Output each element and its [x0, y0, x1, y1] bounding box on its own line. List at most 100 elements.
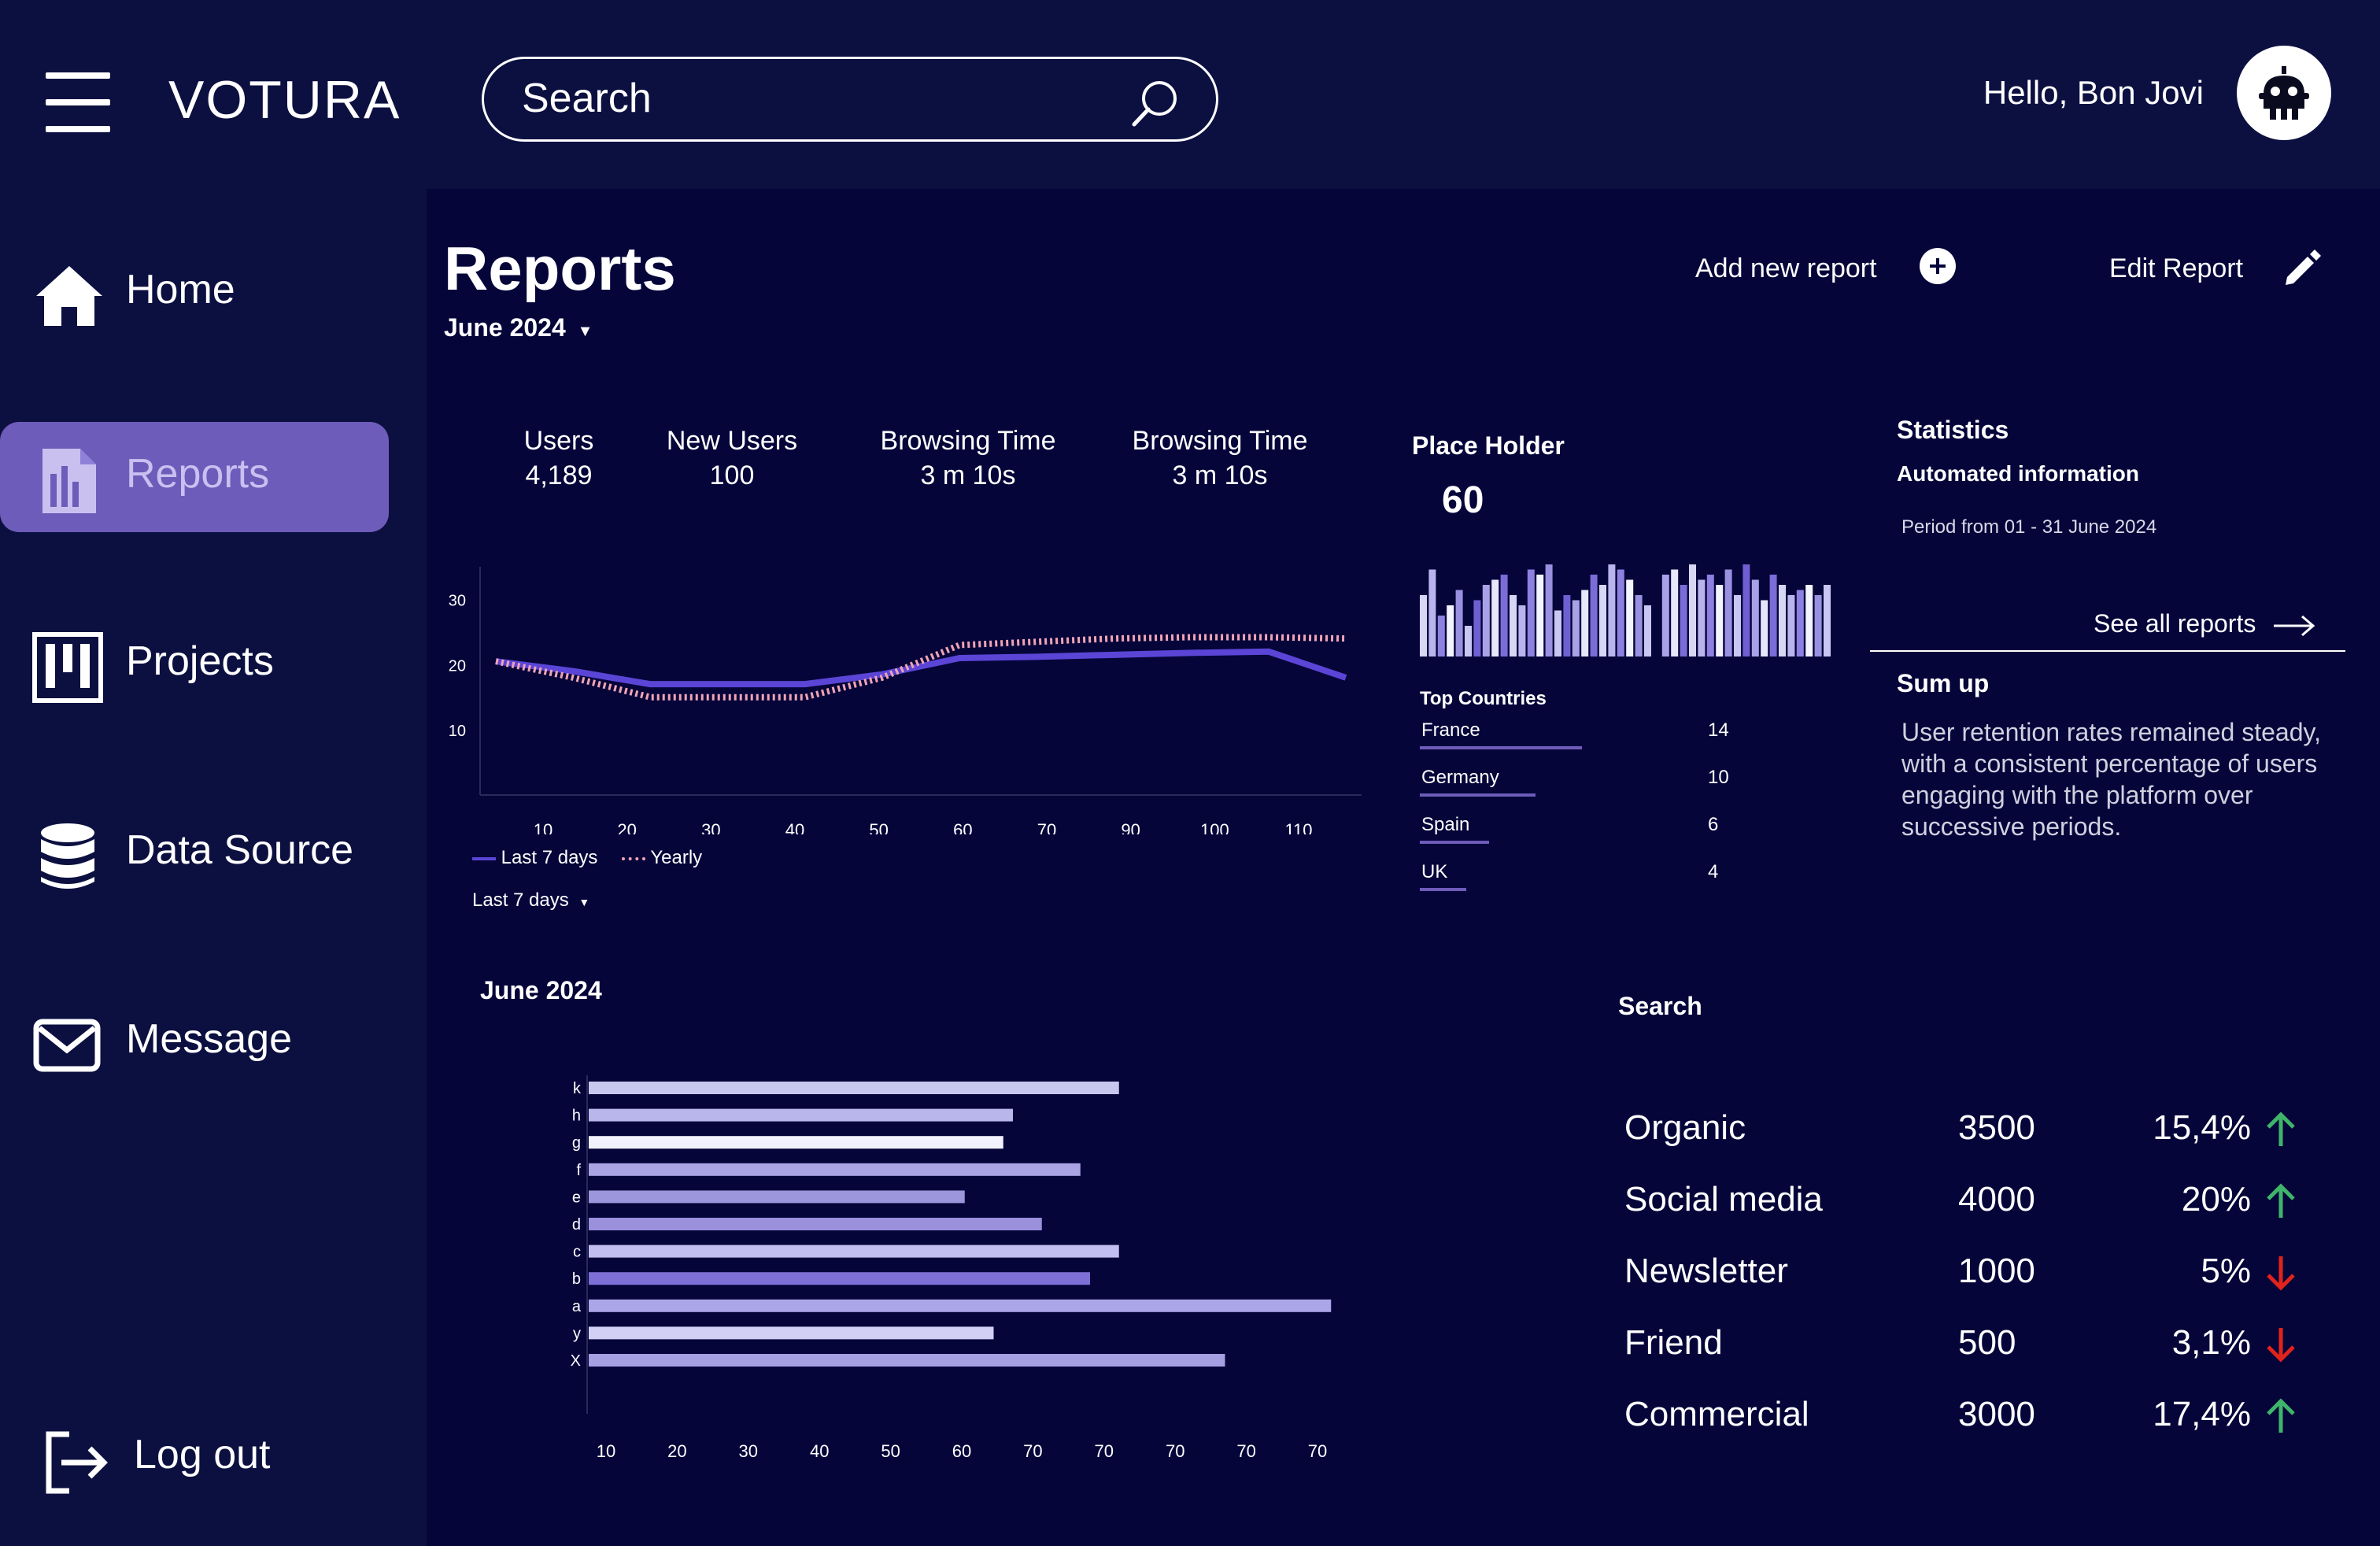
category-label: d [572, 1216, 581, 1233]
bar-d [589, 1218, 1042, 1230]
pencil-icon[interactable] [2281, 246, 2323, 288]
mini-bar [1500, 575, 1508, 656]
mini-bar [1473, 600, 1481, 656]
mini-bar [1465, 626, 1472, 656]
mini-bar [1572, 600, 1580, 656]
mini-bar [1554, 610, 1561, 656]
mini-bar [1644, 605, 1651, 656]
mini-bar [1626, 579, 1634, 656]
country-bar [1420, 841, 1490, 844]
country-bar [1420, 793, 1536, 797]
logout-button[interactable]: Log out [0, 1403, 389, 1513]
arrow-down-icon [2267, 1328, 2295, 1363]
source-name: Social media [1624, 1180, 1823, 1219]
mini-bar [1455, 590, 1463, 656]
menu-icon[interactable] [46, 72, 110, 132]
sumup-text: User retention rates remained steady, wi… [1901, 718, 2321, 841]
countries-list: France 14 Germany 10 Spain 6 UK 4 [1420, 718, 1750, 907]
y-tick-label: 20 [449, 657, 466, 675]
mini-bar [1661, 575, 1669, 656]
bar-e [589, 1190, 965, 1204]
add-report-button[interactable]: Add new report [1695, 253, 1877, 284]
x-tick-label: 40 [810, 1441, 829, 1461]
mini-bar [1824, 585, 1831, 656]
category-label: g [572, 1134, 581, 1152]
mini-bar [1751, 579, 1759, 656]
x-tick-label: 30 [739, 1441, 758, 1461]
search-icon[interactable] [1128, 75, 1183, 130]
sumup-title: Sum up [1897, 669, 1990, 697]
kpi-value: 3 m 10s [920, 460, 1016, 490]
country-value: 10 [1708, 767, 1729, 788]
category-label: c [573, 1244, 581, 1261]
mini-bar [1437, 616, 1445, 656]
mini-bar [1787, 595, 1795, 656]
mini-bar [1724, 569, 1732, 656]
brand-logo-text: VOTURA [168, 70, 401, 130]
bar-a [589, 1299, 1332, 1312]
see-all-label: See all reports [2094, 609, 2256, 638]
source-name: Friend [1624, 1323, 1723, 1362]
legend-swatch-last7 [472, 856, 496, 860]
kpi-users: Users 4,189 [504, 423, 614, 493]
sidebar-item-label: Projects [126, 638, 274, 684]
mini-bar [1482, 585, 1490, 656]
category-label: k [573, 1080, 582, 1097]
x-tick-label: 70 [1236, 1441, 1255, 1461]
kpi-browsing-time: Browsing Time 3 m 10s [858, 423, 1078, 493]
bar-chart-title: June 2024 [480, 976, 602, 1004]
bar-c [589, 1245, 1119, 1258]
mail-icon [33, 1019, 101, 1072]
edit-report-button[interactable]: Edit Report [2109, 253, 2243, 284]
country-row: UK 4 [1420, 860, 1750, 907]
top-countries-label: Top Countries [1420, 688, 1547, 709]
mini-bar [1527, 569, 1535, 656]
x-tick-label: 10 [534, 820, 552, 834]
statistics-period: Period from 01 - 31 June 2024 [1901, 516, 2157, 538]
kpi-value: 100 [709, 460, 755, 490]
projects-icon [32, 632, 103, 703]
bar-X [589, 1354, 1225, 1367]
edit-report-label: Edit Report [2109, 253, 2244, 283]
sidebar-item-home[interactable]: Home [0, 238, 389, 348]
y-tick-label: 30 [449, 592, 466, 609]
x-tick-label: 60 [953, 820, 972, 834]
x-tick-label: 70 [1166, 1441, 1184, 1461]
x-tick-label: 20 [667, 1441, 686, 1461]
x-tick-label: 110 [1284, 820, 1312, 834]
sidebar-item-data-source[interactable]: Data Source [0, 798, 389, 908]
sidebar-item-reports[interactable]: Reports [0, 422, 389, 532]
sidebar-item-projects[interactable]: Projects [0, 609, 389, 719]
category-label: b [572, 1270, 581, 1288]
table-row: Organic 3500 15,4% [1624, 1102, 2333, 1174]
period-selector[interactable]: June 2024 ▼ [444, 313, 593, 342]
source-percentage: 20% [2181, 1180, 2251, 1219]
source-count: 3500 [1958, 1108, 2035, 1147]
caret-down-icon: ▼ [577, 323, 593, 340]
database-icon [41, 823, 94, 889]
kpi-label: Browsing Time [880, 426, 1056, 456]
range-selector[interactable]: Last 7 days ▼ [472, 890, 589, 912]
category-label: f [576, 1162, 581, 1179]
mini-bar [1581, 590, 1589, 656]
country-value: 4 [1708, 861, 1719, 882]
kpi-label: Users [523, 426, 594, 456]
mini-bar [1761, 600, 1768, 656]
y-tick-label: 10 [449, 723, 466, 740]
placeholder-title: Place Holder [1412, 431, 1565, 460]
avatar[interactable] [2237, 46, 2331, 140]
table-row: Friend 500 3,1% [1624, 1317, 2333, 1389]
robot-avatar-icon [2259, 66, 2309, 120]
mini-bar [1599, 585, 1606, 656]
sidebar-item-message[interactable]: Message [0, 987, 389, 1097]
see-all-reports-link[interactable]: See all reports [2094, 609, 2316, 638]
country-name: Germany [1421, 767, 1499, 788]
country-value: 6 [1708, 814, 1719, 835]
arrow-up-icon [2267, 1183, 2295, 1218]
source-percentage: 17,4% [2153, 1395, 2251, 1433]
mini-bar [1779, 585, 1786, 656]
kpi-browsing-time-2: Browsing Time 3 m 10s [1110, 423, 1330, 493]
plus-circle-icon[interactable] [1919, 247, 1957, 285]
search-input[interactable]: Search [482, 57, 1218, 142]
